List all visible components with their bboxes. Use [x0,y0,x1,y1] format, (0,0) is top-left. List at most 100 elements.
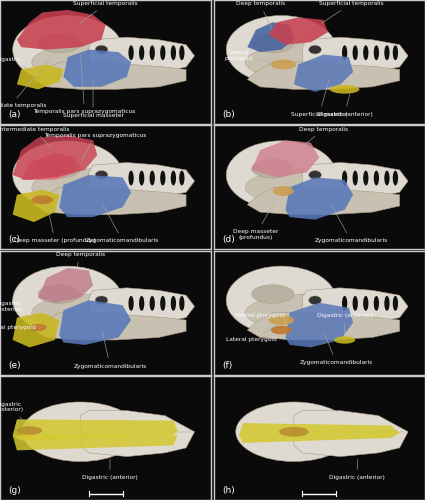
Text: Medial pterygoid: Medial pterygoid [235,312,285,318]
Polygon shape [89,37,195,74]
Text: Digastric (anterior): Digastric (anterior) [329,460,385,480]
Ellipse shape [363,170,368,186]
Ellipse shape [179,170,184,186]
Text: Medial pterygoid: Medial pterygoid [0,325,42,330]
Polygon shape [294,410,408,457]
Ellipse shape [150,296,155,311]
Polygon shape [302,37,408,74]
Ellipse shape [252,34,294,52]
Ellipse shape [226,16,336,84]
Ellipse shape [384,170,390,186]
Ellipse shape [160,46,165,60]
Text: (b): (b) [222,110,235,119]
Polygon shape [269,18,328,44]
Polygon shape [247,22,294,52]
Polygon shape [252,140,319,177]
Ellipse shape [245,44,372,80]
Text: (c): (c) [8,236,20,244]
Ellipse shape [38,284,80,304]
Ellipse shape [374,46,379,60]
Ellipse shape [179,296,184,311]
Ellipse shape [363,296,368,311]
Ellipse shape [245,294,372,332]
Ellipse shape [330,85,360,94]
Ellipse shape [128,46,134,60]
Polygon shape [34,312,186,340]
Ellipse shape [95,296,108,304]
Polygon shape [34,62,186,90]
Ellipse shape [17,426,42,435]
Polygon shape [302,162,408,200]
Polygon shape [34,188,186,214]
Ellipse shape [309,46,321,54]
Ellipse shape [309,296,321,304]
Text: Superficial temporalis: Superficial temporalis [74,1,138,23]
Polygon shape [89,288,195,325]
Text: (h): (h) [222,486,235,495]
Text: Deep temporalis: Deep temporalis [235,1,285,28]
Ellipse shape [139,46,144,60]
Text: Intermediate temporalis: Intermediate temporalis [0,50,57,108]
Text: (g): (g) [8,486,21,495]
Polygon shape [59,175,131,217]
Ellipse shape [226,141,336,209]
Polygon shape [59,300,131,345]
Ellipse shape [160,296,165,311]
Text: Digastric: Digastric [0,57,34,71]
Text: Deep masseter
(profundus): Deep masseter (profundus) [233,200,278,240]
Ellipse shape [150,46,155,60]
Text: Deep temporalis: Deep temporalis [56,252,105,275]
Text: Superficial masseter: Superficial masseter [62,80,124,118]
Ellipse shape [139,170,144,186]
Ellipse shape [13,266,123,334]
Polygon shape [247,188,400,214]
Polygon shape [63,50,131,87]
Text: (e): (e) [8,360,21,370]
Polygon shape [294,54,353,92]
Ellipse shape [393,170,398,186]
Polygon shape [286,302,353,348]
Ellipse shape [269,315,294,325]
Ellipse shape [252,160,294,178]
Ellipse shape [393,46,398,60]
Ellipse shape [353,46,358,60]
Ellipse shape [128,170,134,186]
Ellipse shape [30,324,46,332]
Text: Temporalis pars suprazygomaticus: Temporalis pars suprazygomaticus [34,55,136,114]
Ellipse shape [374,296,379,311]
Polygon shape [239,423,400,443]
Text: Digastric
(posterior): Digastric (posterior) [0,301,31,318]
Ellipse shape [353,170,358,186]
Text: Zygomaticomandibularis: Zygomaticomandibularis [86,204,159,243]
Ellipse shape [384,296,390,311]
Ellipse shape [363,46,368,60]
Ellipse shape [38,34,80,52]
Ellipse shape [342,46,347,60]
Polygon shape [13,312,59,348]
Polygon shape [302,288,408,325]
Ellipse shape [252,284,294,304]
Ellipse shape [171,296,176,311]
Text: Digastric (anterior): Digastric (anterior) [317,92,373,116]
Text: Lateral
pterygoid: Lateral pterygoid [225,50,270,62]
Text: Superficial masster: Superficial masster [291,80,348,116]
Polygon shape [13,190,59,222]
Ellipse shape [32,168,159,206]
Text: Zygomaticomandibularis: Zygomaticomandibularis [300,334,373,365]
Polygon shape [80,410,195,457]
Ellipse shape [279,427,309,436]
Polygon shape [13,436,178,450]
Text: Temporalis pars suprazygomaticus: Temporalis pars suprazygomaticus [44,132,146,160]
Ellipse shape [236,402,352,462]
Ellipse shape [273,186,294,196]
Ellipse shape [32,44,159,80]
Text: Digastric (anterior): Digastric (anterior) [82,460,138,480]
Ellipse shape [95,170,108,179]
Ellipse shape [342,170,347,186]
Ellipse shape [171,170,176,186]
Ellipse shape [150,170,155,186]
Polygon shape [286,178,353,220]
Polygon shape [13,420,178,440]
Polygon shape [247,312,400,340]
Ellipse shape [309,170,321,179]
